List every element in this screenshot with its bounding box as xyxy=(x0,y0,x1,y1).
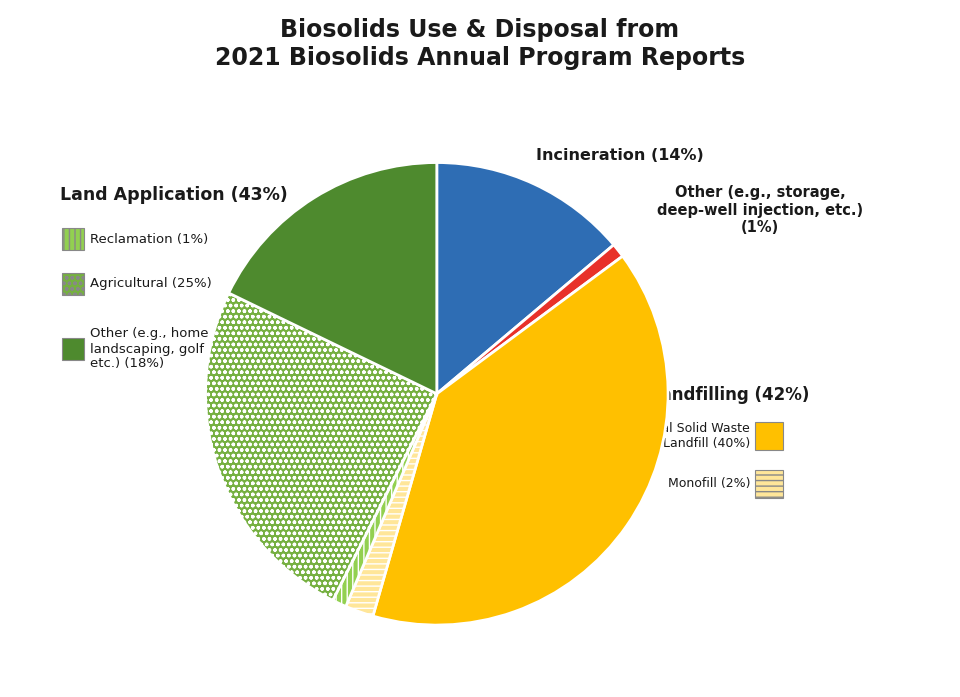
Text: Reclamation (1%): Reclamation (1%) xyxy=(90,233,208,245)
Text: Incineration (14%): Incineration (14%) xyxy=(536,148,704,162)
Wedge shape xyxy=(346,394,437,616)
Wedge shape xyxy=(333,394,437,606)
Wedge shape xyxy=(205,293,437,600)
Text: Land Application (43%): Land Application (43%) xyxy=(60,186,288,204)
Wedge shape xyxy=(437,245,623,394)
Text: Municipal Solid Waste
Landfill (40%): Municipal Solid Waste Landfill (40%) xyxy=(613,422,750,450)
Bar xyxy=(62,273,84,295)
Text: Other (e.g., home garden,
landscaping, golf course
etc.) (18%): Other (e.g., home garden, landscaping, g… xyxy=(90,328,264,371)
Text: Landfilling (42%): Landfilling (42%) xyxy=(650,386,809,404)
Wedge shape xyxy=(228,162,437,394)
Bar xyxy=(755,422,783,450)
Wedge shape xyxy=(437,162,613,394)
Bar xyxy=(62,228,84,250)
Text: Agricultural (25%): Agricultural (25%) xyxy=(90,277,212,291)
Text: Other (e.g., storage,
deep-well injection, etc.)
(1%): Other (e.g., storage, deep-well injectio… xyxy=(657,185,863,235)
Wedge shape xyxy=(372,256,668,625)
Text: Monofill (2%): Monofill (2%) xyxy=(667,477,750,491)
Bar xyxy=(755,470,783,498)
Bar xyxy=(62,338,84,360)
Text: Biosolids Use & Disposal from
2021 Biosolids Annual Program Reports: Biosolids Use & Disposal from 2021 Bioso… xyxy=(215,18,745,70)
